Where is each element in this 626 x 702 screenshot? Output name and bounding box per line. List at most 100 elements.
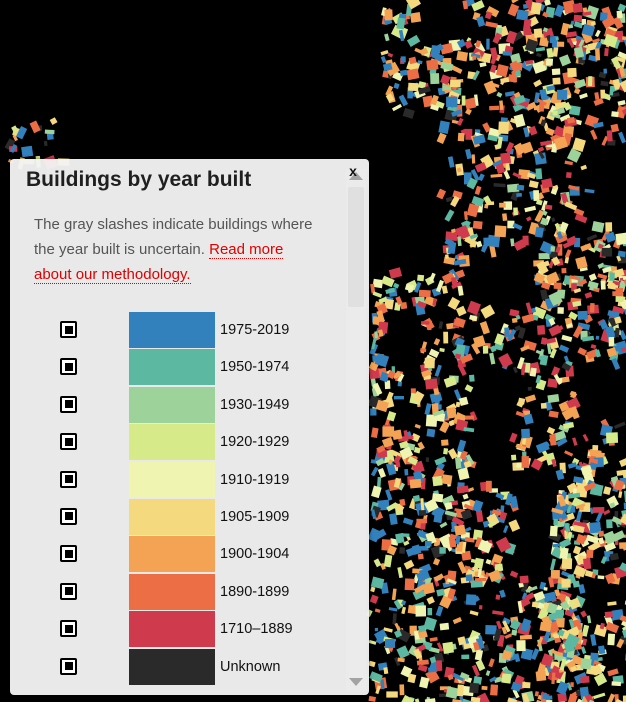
- building-footprint: [474, 185, 482, 195]
- building-footprint: [421, 369, 432, 378]
- building-footprint: [397, 373, 405, 383]
- building-footprint: [368, 660, 376, 668]
- legend-checkbox[interactable]: [60, 358, 77, 376]
- building-footprint: [550, 246, 556, 252]
- building-footprint: [539, 88, 548, 101]
- legend-checkbox[interactable]: [60, 470, 77, 488]
- methodology-link[interactable]: Read more about our methodology.: [34, 241, 284, 284]
- building-footprint: [406, 34, 421, 47]
- legend-checkbox[interactable]: [60, 620, 77, 638]
- building-footprint: [575, 256, 588, 270]
- building-footprint: [619, 513, 626, 527]
- legend-checkbox[interactable]: [60, 657, 77, 675]
- building-footprint: [456, 117, 464, 126]
- building-footprint: [466, 203, 480, 218]
- building-footprint: [380, 50, 389, 56]
- building-footprint: [480, 304, 496, 319]
- building-footprint: [515, 443, 527, 451]
- building-footprint: [470, 558, 477, 564]
- building-footprint: [551, 256, 561, 266]
- building-footprint: [553, 135, 569, 151]
- building-footprint: [511, 629, 518, 636]
- building-footprint: [609, 502, 616, 509]
- close-button[interactable]: x: [349, 163, 357, 179]
- building-footprint: [590, 129, 598, 140]
- legend-checkbox[interactable]: [60, 582, 77, 600]
- building-footprint: [516, 640, 526, 652]
- scroll-thumb[interactable]: [348, 187, 364, 307]
- building-footprint: [419, 47, 429, 56]
- building-footprint: [558, 221, 569, 234]
- building-footprint: [501, 626, 508, 635]
- building-footprint: [401, 533, 410, 537]
- building-footprint: [533, 272, 546, 284]
- building-footprint: [593, 624, 608, 638]
- legend-checkbox[interactable]: [60, 507, 77, 525]
- building-footprint: [541, 210, 548, 216]
- building-footprint: [4, 138, 16, 151]
- building-footprint: [376, 310, 385, 323]
- building-footprint: [444, 209, 455, 222]
- building-footprint: [453, 317, 466, 328]
- building-footprint: [569, 275, 581, 281]
- building-footprint: [563, 101, 572, 111]
- legend-checkbox[interactable]: [60, 545, 77, 563]
- building-footprint: [567, 693, 578, 702]
- building-footprint: [573, 524, 585, 534]
- building-footprint: [406, 0, 421, 10]
- building-footprint: [493, 183, 506, 188]
- building-footprint: [550, 570, 560, 579]
- building-footprint: [539, 621, 552, 633]
- building-footprint: [375, 457, 385, 467]
- building-footprint: [619, 542, 626, 549]
- building-footprint: [553, 125, 566, 138]
- building-footprint: [510, 681, 522, 692]
- building-footprint: [472, 55, 477, 60]
- building-footprint: [564, 522, 571, 532]
- building-footprint: [417, 553, 424, 560]
- scroll-up-arrow-icon[interactable]: [349, 172, 363, 180]
- building-footprint: [577, 278, 588, 287]
- building-footprint: [374, 353, 390, 368]
- panel-scrollbar[interactable]: [346, 169, 366, 691]
- building-footprint: [567, 462, 578, 469]
- building-footprint: [441, 439, 449, 446]
- building-footprint: [371, 337, 377, 350]
- building-footprint: [510, 52, 522, 65]
- building-footprint: [611, 516, 623, 525]
- building-footprint: [559, 538, 572, 549]
- building-footprint: [489, 64, 497, 73]
- building-footprint: [535, 374, 542, 384]
- building-footprint: [490, 684, 499, 696]
- building-footprint: [429, 636, 438, 642]
- building-footprint: [516, 9, 529, 21]
- scroll-down-arrow-icon[interactable]: [349, 678, 363, 686]
- building-footprint: [566, 504, 573, 514]
- building-footprint: [548, 577, 555, 588]
- building-footprint: [520, 345, 530, 352]
- building-footprint: [497, 136, 503, 149]
- legend-checkbox[interactable]: [60, 433, 77, 451]
- building-footprint: [555, 36, 559, 41]
- legend-checkbox[interactable]: [60, 321, 77, 338]
- building-footprint: [469, 374, 475, 382]
- building-footprint: [478, 605, 483, 610]
- building-footprint: [473, 557, 484, 569]
- building-footprint: [432, 298, 437, 306]
- building-footprint: [601, 247, 613, 257]
- building-footprint: [485, 670, 491, 676]
- building-footprint: [487, 520, 497, 528]
- building-footprint: [432, 475, 443, 487]
- building-footprint: [595, 48, 601, 61]
- building-footprint: [617, 3, 626, 13]
- building-footprint: [545, 271, 560, 285]
- building-footprint: [504, 327, 510, 338]
- building-footprint: [423, 616, 438, 632]
- legend-checkbox[interactable]: [60, 395, 77, 413]
- legend-swatch: [129, 386, 215, 423]
- building-footprint: [456, 684, 464, 697]
- building-footprint: [572, 325, 584, 339]
- building-footprint: [430, 44, 440, 58]
- building-footprint: [551, 609, 564, 619]
